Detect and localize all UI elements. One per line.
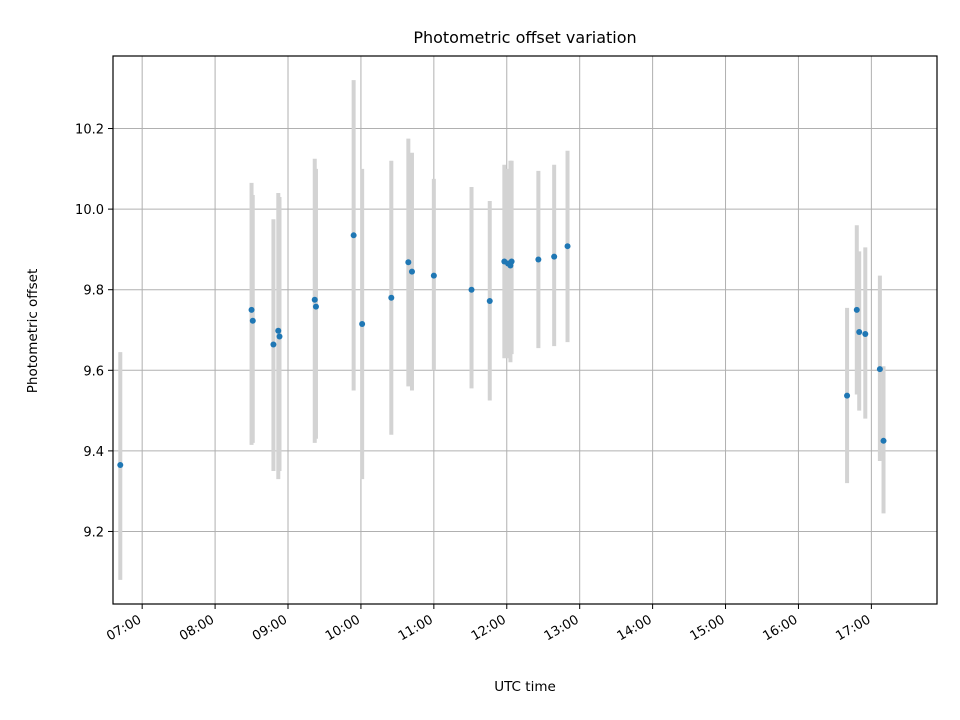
data-point — [408, 268, 415, 275]
data-point — [551, 253, 558, 260]
data-point — [844, 392, 851, 399]
data-point — [486, 297, 493, 304]
data-point — [405, 259, 412, 266]
data-point — [270, 341, 277, 348]
plot-frame — [112, 55, 938, 605]
data-point — [276, 333, 283, 340]
data-point — [853, 306, 860, 313]
chart-title: Photometric offset variation — [413, 28, 636, 47]
y-tick-label: 10.2 — [75, 123, 104, 138]
data-point — [535, 256, 542, 263]
data-point — [359, 320, 366, 327]
data-point — [876, 366, 883, 373]
data-point — [508, 258, 515, 265]
data-points — [117, 232, 887, 468]
data-point — [248, 306, 255, 313]
data-point — [350, 232, 357, 239]
y-tick-label: 9.6 — [83, 364, 104, 379]
y-tick-label: 9.2 — [83, 525, 104, 540]
x-axis-label: UTC time — [494, 679, 556, 695]
y-tick-label: 9.4 — [83, 445, 104, 460]
data-point — [249, 317, 256, 324]
data-point — [856, 329, 863, 336]
data-point — [468, 286, 475, 293]
data-point — [430, 272, 437, 279]
data-point — [862, 331, 869, 338]
y-axis-ticks: 9.2 9.4 9.6 9.8 10.0 10.2 — [75, 123, 113, 540]
data-point — [564, 243, 571, 250]
data-point — [388, 294, 395, 301]
data-point — [880, 437, 887, 444]
data-point — [275, 327, 282, 334]
data-point — [311, 296, 318, 303]
data-point — [312, 303, 319, 310]
y-axis-label: Photometric offset — [25, 269, 41, 393]
y-tick-label: 9.8 — [83, 284, 104, 299]
y-tick-label: 10.0 — [75, 203, 104, 218]
data-point — [117, 461, 124, 468]
